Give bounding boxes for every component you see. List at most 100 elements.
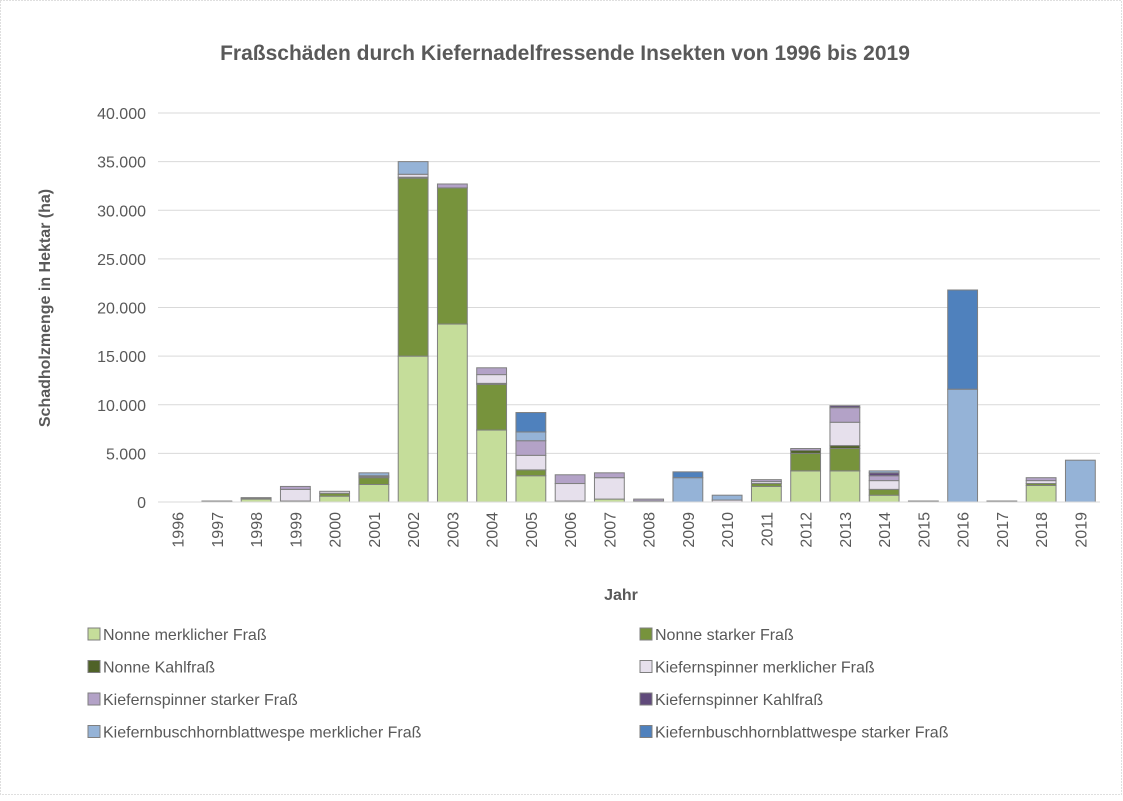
x-tick-label: 2008 [642, 512, 659, 548]
bar-segment [830, 471, 860, 502]
bar-segment [791, 471, 821, 502]
x-tick-label: 2016 [956, 512, 973, 548]
bar-segment [830, 408, 860, 423]
x-axis-label: Jahr [604, 587, 638, 604]
bar-segment [516, 470, 546, 476]
bar-segment [437, 188, 467, 324]
legend-label: Kiefernspinner merklicher Fraß [655, 660, 875, 677]
bar-segment [516, 441, 546, 456]
bar-segment [830, 449, 860, 471]
y-tick-label: 25.000 [97, 252, 146, 269]
bar-segment [555, 484, 585, 502]
x-tick-label: 2018 [1034, 512, 1051, 548]
legend-label: Kiefernbuschhornblattwespe starker Fraß [655, 725, 949, 742]
y-tick-label: 10.000 [97, 398, 146, 415]
x-tick-label: 2001 [367, 512, 384, 548]
x-tick-label: 2009 [681, 512, 698, 548]
x-tick-label: 2011 [759, 512, 776, 547]
bar-segment [948, 290, 978, 389]
y-tick-label: 0 [137, 495, 146, 512]
x-tick-label: 2005 [524, 512, 541, 548]
bar-segment [359, 478, 389, 485]
bar-segment [948, 389, 978, 502]
x-tick-label: 2003 [445, 512, 462, 548]
bar-segment [359, 484, 389, 502]
bar-segment [791, 453, 821, 471]
legend-swatch [640, 661, 652, 673]
x-tick-label: 2004 [485, 512, 502, 548]
x-tick-label: 2019 [1073, 512, 1090, 548]
bar-segment [477, 384, 507, 430]
legend-label: Kiefernbuschhornblattwespe merklicher Fr… [103, 725, 422, 742]
y-tick-label: 40.000 [97, 106, 146, 123]
bar-segment [280, 486, 310, 489]
y-tick-label: 5.000 [106, 446, 146, 463]
y-tick-label: 30.000 [97, 203, 146, 220]
x-tick-label: 2012 [799, 512, 816, 548]
bar-segment [280, 489, 310, 501]
legend-swatch [88, 628, 100, 640]
x-tick-label: 2002 [406, 512, 423, 548]
bar-segment [477, 430, 507, 502]
bar-segment [712, 495, 742, 500]
bar-segment [516, 413, 546, 432]
bar-segment [791, 449, 821, 451]
bar-segment [869, 476, 899, 481]
x-tick-label: 2013 [838, 512, 855, 548]
x-tick-label: 2007 [602, 512, 619, 548]
bar-segment [555, 475, 585, 484]
legend-swatch [88, 693, 100, 705]
legend-swatch [88, 661, 100, 673]
x-tick-label: 2015 [916, 512, 933, 548]
x-tick-label: 2017 [995, 512, 1012, 548]
bar-segment [477, 375, 507, 384]
bar-segment [437, 324, 467, 502]
bar-segment [830, 422, 860, 445]
bar-segment [320, 496, 350, 502]
bar-segment [751, 480, 781, 482]
bar-segment [594, 473, 624, 478]
bar-segment [398, 178, 428, 356]
bar-segment [751, 486, 781, 502]
x-tick-label: 1996 [171, 512, 188, 548]
bar-segment [516, 432, 546, 441]
y-tick-label: 35.000 [97, 155, 146, 172]
legend-swatch [640, 628, 652, 640]
bar-segment [1026, 478, 1056, 481]
bar-segment [359, 473, 389, 476]
bar-segment [398, 162, 428, 175]
bar-segment [594, 478, 624, 499]
bar-segment [477, 368, 507, 375]
bar-segment [830, 406, 860, 408]
x-tick-label: 1998 [249, 512, 266, 548]
bar-segment [1026, 485, 1056, 502]
legend-label: Kiefernspinner starker Fraß [103, 692, 298, 709]
legend-swatch [88, 726, 100, 738]
legend-swatch [640, 726, 652, 738]
bar-segment [869, 481, 899, 490]
y-axis-label: Schadholzmenge in Hektar (ha) [37, 189, 54, 427]
legend-label: Kiefernspinner Kahlfraß [655, 692, 823, 709]
bar-segment [437, 184, 467, 188]
legend-swatch [640, 693, 652, 705]
bar-segment [516, 455, 546, 470]
bar-segment [320, 491, 350, 493]
x-tick-label: 1999 [288, 512, 305, 548]
bar-segment [869, 471, 899, 473]
bar-segment [869, 495, 899, 502]
x-tick-label: 1997 [210, 512, 227, 548]
bar-segment [673, 472, 703, 478]
y-tick-label: 20.000 [97, 301, 146, 318]
chart-title: Fraßschäden durch Kiefernadelfressende I… [220, 42, 910, 65]
bar-segment [673, 478, 703, 502]
legend-label: Nonne starker Fraß [655, 627, 794, 644]
legend-label: Nonne Kahlfraß [103, 660, 215, 677]
legend-label: Nonne merklicher Fraß [103, 627, 267, 644]
bar-segment [1065, 460, 1095, 502]
bar-segment [516, 476, 546, 502]
bar-segment [869, 489, 899, 495]
y-tick-label: 15.000 [97, 349, 146, 366]
x-tick-label: 2000 [328, 512, 345, 548]
x-tick-label: 2010 [720, 512, 737, 548]
